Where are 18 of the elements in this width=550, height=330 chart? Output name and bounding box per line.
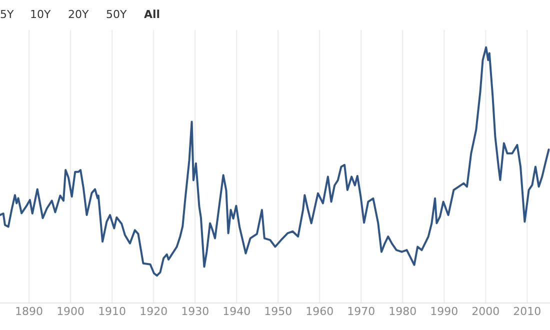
text: 5Y (0, 8, 14, 21)
x-tick-label: 1900 (56, 305, 85, 318)
x-tick-label: 2000 (472, 305, 500, 318)
x-tick-label: 1940 (222, 305, 251, 318)
text: 20Y (68, 8, 89, 21)
text: All (144, 8, 160, 21)
x-tick-label: 1950 (264, 305, 292, 318)
x-tick-label: 1970 (347, 305, 376, 318)
x-tick-label: 1930 (181, 305, 210, 318)
x-tick-label: 2010 (513, 305, 542, 318)
text: 50Y (106, 8, 127, 21)
x-tick-label: 1980 (388, 305, 417, 318)
text: 10Y (30, 8, 51, 21)
x-tick-label: 1890 (15, 305, 44, 318)
x-tick-label: 1910 (98, 305, 126, 318)
x-tick-label: 1990 (430, 305, 458, 318)
x-tick-label: 1920 (140, 305, 168, 318)
x-tick-label: 1960 (306, 305, 334, 318)
